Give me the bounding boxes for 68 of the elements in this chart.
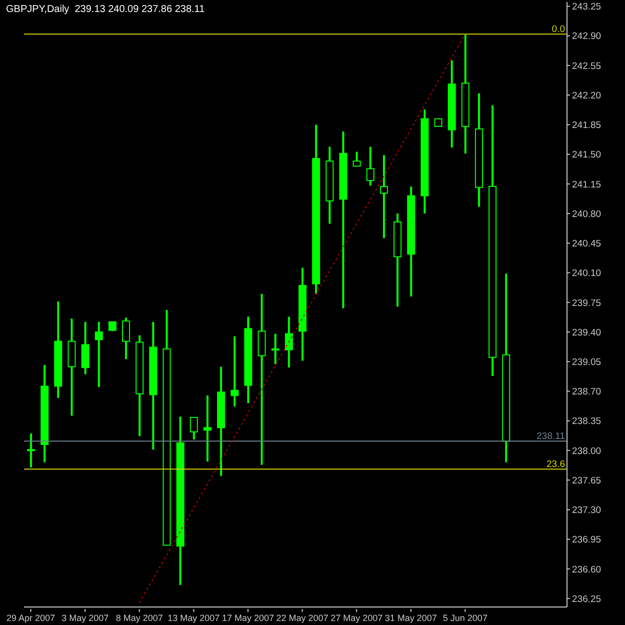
y-tick-label: 236.25 (572, 594, 602, 605)
y-tick-label: 237.65 (572, 475, 602, 486)
y-tick-label: 242.20 (572, 90, 602, 102)
x-tick-label: 3 May 2007 (62, 613, 109, 623)
candlestick (271, 332, 280, 366)
y-tick-label: 237.30 (572, 505, 602, 516)
annotation: 0.0 (552, 24, 565, 36)
candlestick (230, 335, 239, 408)
candlestick (258, 292, 266, 466)
candlestick (352, 150, 361, 167)
candlestick (339, 130, 348, 310)
candlestick (203, 394, 212, 462)
candlestick (94, 320, 103, 388)
candlestick (366, 146, 374, 187)
candlestick (461, 33, 470, 154)
x-tick-label: 5 Jun 2007 (442, 613, 488, 623)
candlestick (40, 364, 49, 464)
candlestick (488, 104, 497, 377)
ref-line-label: 238.11 (536, 431, 565, 442)
candlestick (162, 309, 171, 546)
candlestick (420, 108, 429, 215)
x-tick-label: 29 Apr 2007 (6, 613, 56, 623)
candlestick (448, 59, 456, 149)
candlestick (68, 317, 76, 417)
y-tick-label: 240.80 (572, 208, 602, 220)
y-tick-label: 239.40 (572, 327, 602, 338)
x-tick-label: 13 May 2007 (168, 613, 220, 623)
candlestick (312, 124, 320, 295)
candlestick (394, 212, 402, 308)
x-tick-label: 8 May 2007 (116, 613, 163, 623)
y-tick-label: 236.60 (572, 564, 602, 576)
candlestick (244, 316, 252, 404)
candlestick (217, 366, 226, 477)
candlestick (407, 185, 416, 298)
candlestick (326, 146, 334, 225)
y-tick-label: 236.95 (572, 534, 602, 546)
y-tick-label: 238.70 (572, 386, 602, 398)
candlestick (149, 320, 158, 451)
x-tick-label: 17 May 2007 (222, 613, 274, 623)
candlestick (136, 334, 144, 438)
y-tick-label: 241.15 (572, 179, 602, 190)
candlestick (81, 320, 90, 376)
candlestick (122, 316, 130, 360)
x-tick-label: 31 May 2007 (384, 613, 437, 623)
candlestick (380, 154, 388, 240)
y-tick-label: 241.85 (572, 120, 602, 132)
candlestick (474, 92, 483, 208)
y-tick-label: 243.25 (572, 2, 602, 13)
candlestick (54, 300, 62, 399)
y-tick-label: 238.35 (572, 416, 602, 428)
y-tick-label: 240.10 (572, 268, 602, 280)
y-tick-label: 242.90 (572, 31, 602, 42)
x-tick-label: 22 May 2007 (276, 613, 328, 623)
y-tick-label: 238.00 (572, 446, 602, 457)
x-tick-label: 27 May 2007 (330, 613, 383, 623)
y-tick-label: 242.55 (572, 60, 602, 72)
candlestick (176, 416, 184, 586)
candlestick (190, 416, 198, 440)
chart-title: GBPJPY,Daily 239.13 240.09 237.86 238.11 (6, 4, 205, 15)
candlestick (27, 432, 35, 468)
y-tick-label: 239.05 (572, 356, 602, 368)
candlestick (298, 266, 306, 362)
y-tick-label: 241.50 (572, 150, 602, 161)
y-tick-label: 239.75 (572, 298, 602, 309)
annotation: 23.6 (546, 459, 565, 470)
y-tick-label: 240.45 (572, 238, 602, 250)
candlestick (502, 272, 510, 464)
candlestick (284, 316, 293, 369)
